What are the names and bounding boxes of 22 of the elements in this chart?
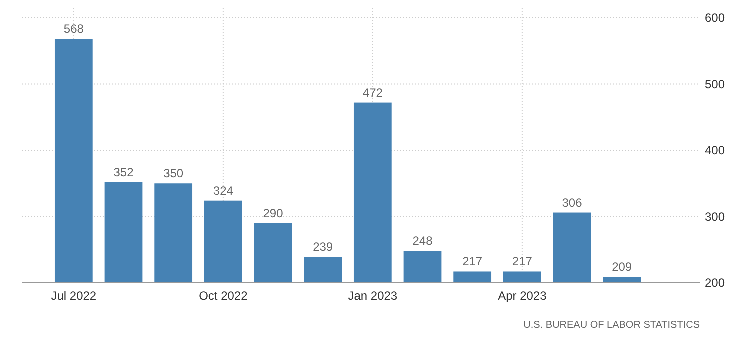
y-tick-label: 500 (704, 77, 726, 92)
y-tick-label: 400 (704, 144, 726, 158)
data-label: 239 (313, 240, 334, 254)
data-label: 217 (462, 254, 483, 269)
data-label: 217 (512, 254, 533, 269)
data-label: 324 (213, 184, 234, 198)
y-tick-label: 200 (704, 276, 726, 290)
data-label: 248 (412, 234, 434, 248)
y-tick-label: 600 (704, 11, 726, 25)
x-tick-label: Jan 2023 (348, 289, 398, 303)
x-tick-label: Oct 2022 (199, 289, 248, 303)
data-label: 306 (562, 196, 583, 210)
data-label: 472 (362, 86, 384, 100)
y-tick-label: 300 (704, 210, 726, 224)
x-tick-label: Jul 2022 (51, 289, 97, 303)
x-tick-label: Apr 2023 (498, 289, 548, 303)
data-label: 568 (64, 22, 84, 36)
data-label: 350 (164, 166, 184, 181)
data-label: 209 (612, 260, 632, 274)
text: U.S. BUREAU OF LABOR STATISTICS (524, 320, 700, 331)
data-label: 352 (114, 165, 134, 180)
data-label: 290 (263, 206, 284, 220)
